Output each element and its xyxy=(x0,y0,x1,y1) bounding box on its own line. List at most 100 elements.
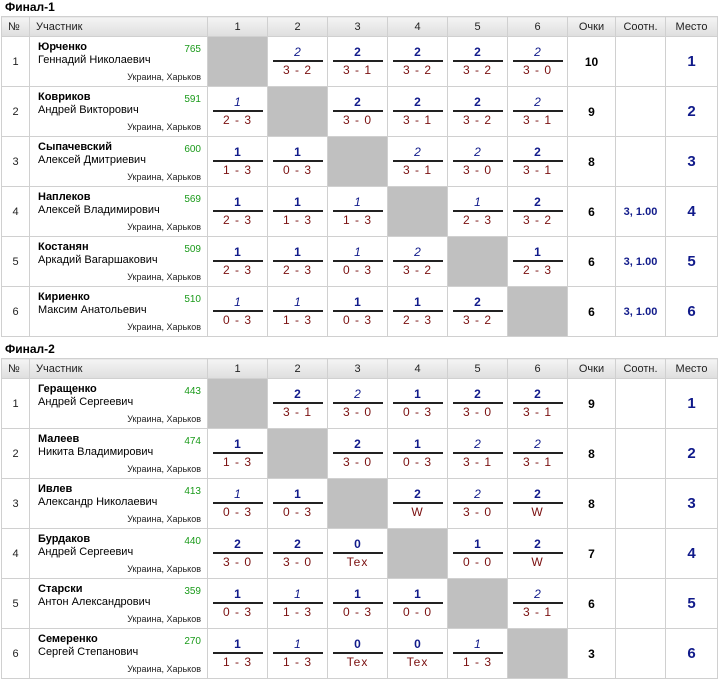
player-last-name[interactable]: Юрченко xyxy=(38,41,88,53)
match-points: 2 xyxy=(512,195,563,212)
self-cell xyxy=(447,578,508,629)
player-last-name[interactable]: Ивлев xyxy=(38,483,73,495)
match-score: 1 - 3 xyxy=(222,455,252,469)
match-score: 0 - 3 xyxy=(342,263,372,277)
player-cell[interactable]: Наплеков Алексей Владимирович 569 Украина, … xyxy=(29,186,208,237)
player-city: Украина, Харьков xyxy=(127,272,201,282)
header-row: № Участник 1 2 3 4 5 6 Очки Соотн. Место xyxy=(1,16,718,37)
match-score: 1 - 3 xyxy=(282,213,312,227)
match-points: 1 xyxy=(212,145,263,162)
ratio-value xyxy=(615,36,666,87)
header-points: Очки xyxy=(567,358,616,379)
place-value: 2 xyxy=(665,428,718,479)
match-points: 1 xyxy=(272,487,323,504)
player-last-name[interactable]: Наплеков xyxy=(38,191,91,203)
player-last-name[interactable]: Геращенко xyxy=(38,383,97,395)
match-score: 1 - 3 xyxy=(282,605,312,619)
ratio-value: 3, 1.00 xyxy=(615,236,666,287)
player-first-name: Сергей Степанович xyxy=(38,646,139,658)
row-number: 1 xyxy=(1,36,30,87)
match-score: 1 - 3 xyxy=(282,313,312,327)
player-last-name[interactable]: Кириенко xyxy=(38,291,90,303)
place-value: 4 xyxy=(665,528,718,579)
header-opponent-col: 5 xyxy=(447,358,508,379)
player-first-name: Александр Николаевич xyxy=(38,496,158,508)
match-score: 3 - 1 xyxy=(402,163,432,177)
match-score: 3 - 0 xyxy=(282,555,312,569)
ratio-value xyxy=(615,578,666,629)
table-row: 6 Семеренко Сергей Степанович 270 Украина, Х… xyxy=(1,628,718,679)
match-score: W xyxy=(531,505,544,519)
match-score: 1 - 3 xyxy=(282,655,312,669)
match-points: 0 xyxy=(332,637,383,654)
table-row: 3 Ивлев Александр Николаевич 413 Украина, Ха… xyxy=(1,478,718,529)
match-score: 3 - 1 xyxy=(402,113,432,127)
player-cell[interactable]: Кириенко Максим Анатольевич 510 Украина, Ха… xyxy=(29,286,208,337)
player-first-name: Андрей Викторович xyxy=(38,104,139,116)
player-city: Украина, Харьков xyxy=(127,464,201,474)
match-points: 1 xyxy=(212,195,263,212)
match-points: 2 xyxy=(512,95,563,112)
player-last-name[interactable]: Семеренко xyxy=(38,633,98,645)
player-last-name[interactable]: Сыпачевский xyxy=(38,141,112,153)
header-opponent-col: 4 xyxy=(387,16,448,37)
player-last-name[interactable]: Ковриков xyxy=(38,91,91,103)
match-points: 1 xyxy=(212,437,263,454)
player-last-name[interactable]: Костанян xyxy=(38,241,89,253)
header-opponent-col: 6 xyxy=(507,358,568,379)
total-points: 8 xyxy=(567,428,616,479)
place-value: 6 xyxy=(665,286,718,337)
player-cell[interactable]: Малеев Никита Владимирович 474 Украина, Хар… xyxy=(29,428,208,479)
match-score: 0 - 3 xyxy=(342,313,372,327)
player-cell[interactable]: Семеренко Сергей Степанович 270 Украина, Ха… xyxy=(29,628,208,679)
player-cell[interactable]: Бурдаков Андрей Сергеевич 440 Украина, Харь… xyxy=(29,528,208,579)
player-rating: 510 xyxy=(184,294,201,305)
ratio-value xyxy=(615,528,666,579)
player-cell[interactable]: Сыпачевский Алексей Дмитриевич 600 Украина,… xyxy=(29,136,208,187)
match-points: 2 xyxy=(512,387,563,404)
place-value: 5 xyxy=(665,578,718,629)
player-cell[interactable]: Костанян Аркадий Вагаршакович 509 Украина, … xyxy=(29,236,208,287)
match-score: 3 - 2 xyxy=(522,213,552,227)
player-last-name[interactable]: Малеев xyxy=(38,433,80,445)
ratio-value xyxy=(615,428,666,479)
match-points: 1 xyxy=(212,245,263,262)
match-score: 3 - 0 xyxy=(522,63,552,77)
player-cell[interactable]: Юрченко Геннадий Николаевич 765 Украина, Ха… xyxy=(29,36,208,87)
match-score: 1 - 3 xyxy=(462,655,492,669)
ratio-value xyxy=(615,136,666,187)
match-score: 3 - 0 xyxy=(222,555,252,569)
player-city: Украина, Харьков xyxy=(127,122,201,132)
player-city: Украина, Харьков xyxy=(127,72,201,82)
match-points: 0 xyxy=(392,637,443,654)
player-cell[interactable]: Ковриков Андрей Викторович 591 Украина, Хар… xyxy=(29,86,208,137)
total-points: 6 xyxy=(567,578,616,629)
player-last-name[interactable]: Бурдаков xyxy=(38,533,91,545)
player-cell[interactable]: Геращенко Андрей Сергеевич 443 Украина, Хар… xyxy=(29,378,208,429)
match-score: 3 - 2 xyxy=(402,263,432,277)
match-points: 2 xyxy=(392,95,443,112)
player-last-name[interactable]: Старски xyxy=(38,583,83,595)
match-points: 2 xyxy=(272,387,323,404)
row-number: 2 xyxy=(1,428,30,479)
player-cell[interactable]: Ивлев Александр Николаевич 413 Украина, Хар… xyxy=(29,478,208,529)
match-points: 2 xyxy=(452,487,503,504)
player-cell[interactable]: Старски Антон Александрович 359 Украина, Ха… xyxy=(29,578,208,629)
header-place: Место xyxy=(665,358,718,379)
ratio-value: 3, 1.00 xyxy=(615,186,666,237)
match-score: 3 - 1 xyxy=(522,163,552,177)
